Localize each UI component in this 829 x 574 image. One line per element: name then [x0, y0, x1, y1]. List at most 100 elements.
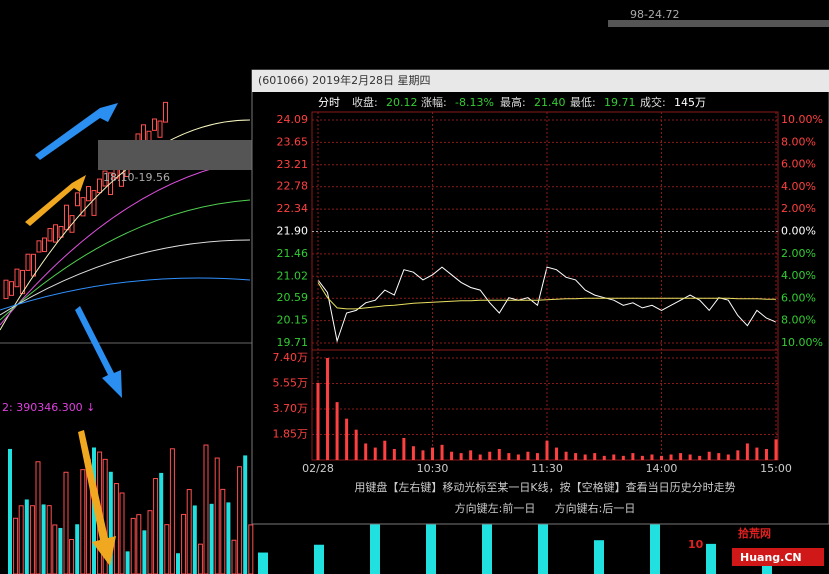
volume-bar [621, 455, 625, 460]
volume-bar [326, 358, 330, 460]
bg-volume [125, 551, 130, 574]
bg-volume [63, 471, 69, 574]
bg-volume [482, 514, 492, 574]
volume-bar [755, 447, 759, 460]
bg-volume [92, 447, 96, 574]
bg-volume [220, 488, 226, 574]
bg-volume [80, 469, 86, 574]
volume-bar [392, 448, 396, 460]
volume-bar [774, 439, 778, 460]
y-tick-label: 23.21 [277, 158, 309, 171]
bg-ma-line [0, 119, 251, 331]
volume-bar [688, 454, 692, 460]
volume-bar [564, 451, 568, 460]
volume-bar [497, 448, 501, 460]
volume-bar [640, 455, 644, 460]
bg-label: 2: 390346.300 ↓ [2, 401, 95, 414]
volume-bar [669, 454, 673, 460]
bg-volume [594, 540, 604, 574]
bg-candle [91, 190, 97, 216]
y2-tick-label: 4.00% [781, 180, 816, 193]
y2-tick-label: 10.00% [781, 113, 823, 126]
bg-volume [159, 472, 164, 574]
y-tick-label: 24.09 [277, 113, 309, 126]
y2-tick-label: 8.00% [781, 135, 816, 148]
info-label: 涨幅: [421, 96, 447, 109]
bg-volume [13, 517, 19, 574]
bg-volume [142, 530, 147, 574]
bg-candle [152, 118, 157, 131]
bg-candle [97, 178, 102, 194]
info-label: 收盘: [352, 95, 378, 109]
bg-volume [52, 524, 58, 574]
bg-candle [69, 215, 75, 233]
highlight-bar [98, 140, 252, 170]
watermark-site: Huang.CN [740, 551, 802, 564]
bg-candle [42, 237, 47, 253]
bg-candle [31, 253, 36, 277]
bg-volume [226, 502, 231, 574]
bg-candle [53, 224, 58, 243]
bg-volume [113, 483, 119, 574]
bg-volume [69, 538, 75, 574]
watermark-band [732, 548, 824, 566]
info-value: 19.71 [604, 96, 636, 109]
bg-volume [153, 478, 159, 574]
bg-volume [197, 543, 203, 574]
x-tick-label: 02/28 [302, 462, 334, 475]
volume-bar [555, 447, 559, 460]
bg-volume [243, 455, 248, 574]
volume-bar [507, 453, 511, 460]
y2-tick-label: 0.00% [781, 225, 816, 238]
volume-bar [574, 453, 578, 460]
y-tick-label: 1.85万 [273, 428, 309, 441]
charts: 24.09 23.65 23.21 22.78 22.34 21.90 21.46 21.02… [273, 112, 823, 475]
volume-bar [469, 450, 473, 460]
y-tick-label: 3.70万 [273, 402, 309, 415]
y2-tick-label: 2.00% [781, 247, 816, 260]
arrow [25, 175, 86, 226]
bg-volume [538, 501, 548, 574]
bg-volume [29, 505, 35, 574]
bg-volume [237, 466, 243, 574]
volume-bar [402, 437, 406, 460]
arrow [35, 103, 118, 160]
volume-bar [516, 454, 520, 460]
popup [251, 69, 829, 525]
bg-volume [181, 513, 187, 574]
bg-volume [58, 527, 63, 574]
volume-bar [373, 447, 377, 460]
x-tick-label: 11:30 [531, 462, 563, 475]
info-label: 成交: [640, 95, 666, 109]
volume-bar [383, 440, 387, 460]
bg-label: 98-24.72 [630, 8, 679, 21]
volume-bar [707, 451, 711, 460]
bg-candle [108, 172, 113, 196]
bg-volume [706, 543, 716, 574]
volume-bar [660, 455, 663, 460]
bg-label: 18.10-19.56 [103, 171, 170, 184]
volume-bar [745, 443, 749, 460]
volume-bar [411, 446, 415, 460]
info-value: 20.12 [386, 96, 418, 109]
arrow [75, 306, 122, 398]
y-tick-label: 23.65 [277, 135, 309, 148]
volume-bar [717, 453, 721, 460]
bg-ma-line [0, 199, 251, 321]
bg-volume [231, 539, 237, 574]
footer-right: 方向键右:后一日 [555, 501, 636, 515]
bg-ma-line [0, 239, 251, 316]
bg-volume [147, 510, 153, 574]
bg-volume [248, 524, 254, 574]
info-value: -8.13% [455, 96, 494, 109]
volume-bar [488, 451, 492, 460]
y-tick-label: 5.55万 [273, 377, 309, 390]
watermark-name: 拾荒网 [738, 526, 771, 540]
bg-volume [130, 517, 136, 574]
volume-bar [335, 402, 339, 460]
bg-candle [3, 279, 9, 300]
bg-volume [186, 489, 192, 574]
volume-bar [316, 382, 320, 460]
